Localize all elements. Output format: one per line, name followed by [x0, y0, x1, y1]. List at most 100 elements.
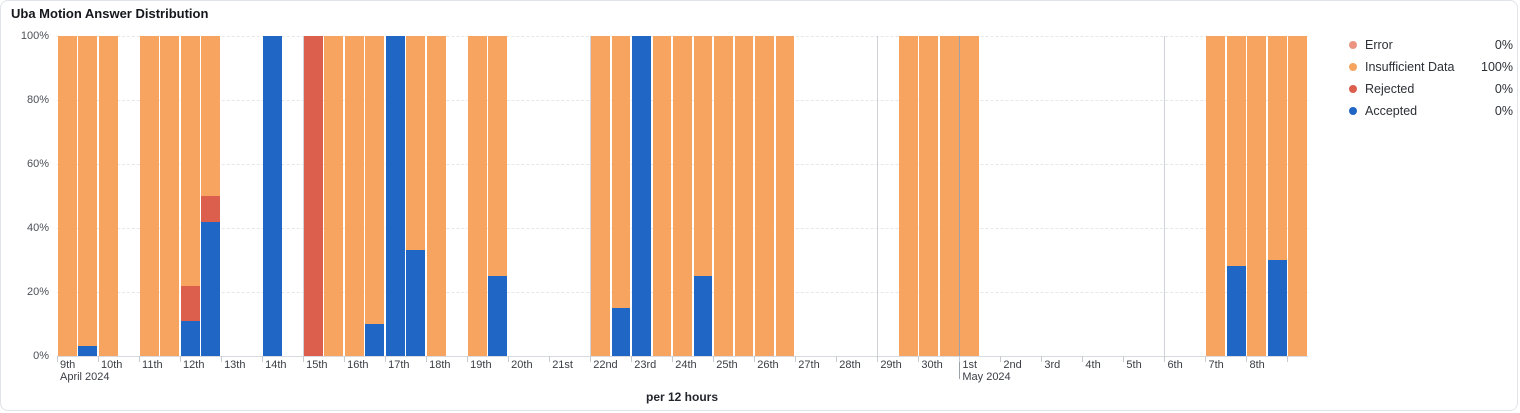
x-axis-tick: [1164, 356, 1166, 362]
x-axis-label: 26th: [757, 359, 779, 371]
legend-item-accepted[interactable]: Accepted 0%: [1349, 100, 1513, 122]
bar-segment-insufficient[interactable]: [611, 36, 631, 308]
bar-segment-accepted[interactable]: [78, 346, 98, 356]
x-axis-tick: [180, 356, 182, 362]
bar-segment-insufficient[interactable]: [693, 36, 713, 276]
bar-segment-insufficient[interactable]: [775, 36, 795, 356]
legend-dot-icon: [1349, 41, 1357, 49]
bar-segment-insufficient[interactable]: [180, 36, 200, 286]
bar-segment-insufficient[interactable]: [78, 36, 98, 347]
bar-segment-insufficient[interactable]: [98, 36, 118, 356]
bar-segment-insufficient[interactable]: [139, 36, 159, 356]
bar-segment-insufficient[interactable]: [344, 36, 364, 356]
bar-segment-insufficient[interactable]: [1267, 36, 1287, 260]
legend-item-rejected[interactable]: Rejected 0%: [1349, 78, 1513, 100]
legend-value: 0%: [1494, 82, 1513, 96]
bar-segment-accepted[interactable]: [1267, 260, 1287, 356]
bar-segment-insufficient[interactable]: [652, 36, 672, 356]
x-axis-tick: [262, 356, 264, 362]
x-axis-label: 7th: [1208, 359, 1224, 371]
bar-segment-insufficient[interactable]: [591, 36, 610, 356]
bar-segment-insufficient[interactable]: [673, 36, 692, 356]
x-axis-label: 8th: [1249, 359, 1265, 371]
x-axis-label: 20th: [511, 359, 533, 371]
bar-segment-insufficient[interactable]: [755, 36, 774, 356]
x-axis-tick: [549, 356, 551, 362]
bar-segment-insufficient[interactable]: [160, 36, 180, 356]
bar-segment-insufficient[interactable]: [57, 36, 77, 356]
x-axis-label: 28th: [839, 359, 861, 371]
legend-label: Rejected: [1365, 82, 1415, 96]
bar-segment-accepted[interactable]: [385, 36, 405, 356]
bar-segment-accepted[interactable]: [693, 276, 713, 356]
x-axis-label: 11th: [142, 359, 163, 371]
month-gridline: [959, 36, 961, 379]
bar-segment-insufficient[interactable]: [1206, 36, 1226, 356]
y-axis-label: 80%: [26, 94, 49, 106]
bar-segment-insufficient[interactable]: [960, 36, 980, 356]
bar-segment-rejected[interactable]: [201, 196, 221, 222]
x-axis-tick: [98, 356, 100, 362]
x-axis-tick: [754, 356, 756, 362]
bar-segment-accepted[interactable]: [262, 36, 282, 356]
bar-segment-accepted[interactable]: [406, 250, 426, 356]
bar-segment-insufficient[interactable]: [488, 36, 508, 276]
bar-segment-insufficient[interactable]: [406, 36, 426, 251]
bar-segment-insufficient[interactable]: [201, 36, 221, 196]
chart-title: Uba Motion Answer Distribution: [11, 6, 209, 21]
bar-segment-rejected[interactable]: [180, 285, 200, 321]
bar-segment-accepted[interactable]: [488, 276, 508, 356]
x-axis-label: 29th: [880, 359, 902, 371]
x-axis-label: 17th: [388, 359, 410, 371]
x-axis-tick: [959, 356, 961, 362]
bar-segment-insufficient[interactable]: [734, 36, 754, 356]
x-axis-tick: [385, 356, 387, 362]
x-axis-label: 23rd: [634, 359, 657, 371]
x-axis-line: [57, 356, 1308, 357]
bar-segment-accepted[interactable]: [365, 324, 385, 356]
bar-segment-accepted[interactable]: [201, 221, 221, 356]
bar-segment-insufficient[interactable]: [939, 36, 959, 356]
bar-segment-insufficient[interactable]: [898, 36, 918, 356]
week-gridline: [303, 36, 305, 356]
bar-segment-insufficient[interactable]: [1247, 36, 1267, 356]
legend-dot-icon: [1349, 107, 1357, 115]
x-axis-tick: [795, 356, 797, 362]
bar-segment-insufficient[interactable]: [426, 36, 446, 356]
x-axis-label: 25th: [716, 359, 738, 371]
x-axis-label: 15th: [306, 359, 328, 371]
bar-segment-insufficient[interactable]: [714, 36, 733, 356]
bar-segment-insufficient[interactable]: [1226, 36, 1246, 267]
x-axis-tick: [1246, 356, 1248, 362]
x-axis-label: 13th: [224, 359, 246, 371]
bar-segment-accepted[interactable]: [180, 320, 200, 356]
xaxis-title: per 12 hours: [645, 390, 719, 404]
legend-label: Insufficient Data: [1365, 60, 1455, 74]
bar-segment-accepted[interactable]: [611, 308, 631, 356]
x-axis-label: 9th: [60, 359, 76, 371]
bar-segment-insufficient[interactable]: [919, 36, 939, 356]
bar-segment-insufficient[interactable]: [365, 36, 385, 324]
x-axis-label: 14th: [265, 359, 287, 371]
x-axis-label: 12th: [183, 359, 205, 371]
legend-dot-icon: [1349, 63, 1357, 71]
legend-value: 0%: [1494, 104, 1513, 118]
x-axis-tick: [139, 356, 141, 362]
x-axis-month-label: April 2024: [60, 371, 110, 383]
bar-segment-rejected[interactable]: [303, 36, 323, 356]
x-axis-tick: [303, 356, 305, 362]
x-axis-tick: [1287, 356, 1289, 362]
x-axis-label: 6th: [1167, 359, 1183, 371]
x-axis-tick: [713, 356, 715, 362]
legend-value: 100%: [1481, 60, 1513, 74]
bar-segment-insufficient[interactable]: [467, 36, 487, 356]
legend-item-insufficient-data[interactable]: Insufficient Data 100%: [1349, 56, 1513, 78]
x-axis-tick: [631, 356, 633, 362]
bar-segment-insufficient[interactable]: [1288, 36, 1308, 356]
x-axis-tick: [57, 356, 58, 362]
bar-segment-accepted[interactable]: [632, 36, 651, 356]
legend-item-error[interactable]: Error 0%: [1349, 34, 1513, 56]
bar-segment-insufficient[interactable]: [324, 36, 344, 356]
bar-segment-accepted[interactable]: [1226, 266, 1246, 356]
